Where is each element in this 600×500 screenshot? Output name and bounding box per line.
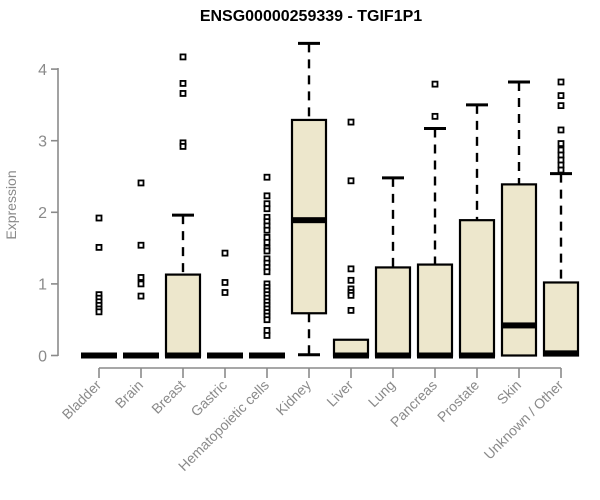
outlier-point — [557, 126, 565, 134]
outlier-point — [221, 289, 229, 296]
outlier-point — [263, 332, 271, 339]
y-tick-label: 0 — [38, 348, 47, 365]
median-line — [333, 352, 369, 359]
y-tick-label: 3 — [38, 133, 47, 150]
outlier-point — [557, 140, 565, 147]
boxplot-group-kidney — [290, 41, 328, 357]
outlier-point — [263, 192, 271, 200]
chart-title: ENSG00000259339 - TGIF1P1 — [199, 8, 423, 25]
outlier-point — [263, 238, 271, 246]
iqr-box — [164, 273, 202, 357]
outlier-point — [431, 80, 439, 88]
outlier-point — [347, 306, 355, 314]
median-line — [249, 352, 285, 359]
outlier-point — [137, 292, 145, 300]
x-tick-label-skin: Skin — [494, 377, 525, 408]
median-line — [291, 217, 327, 224]
boxplot-group-breast — [164, 53, 202, 359]
y-tick-label: 2 — [38, 205, 47, 222]
outlier-point — [95, 243, 103, 251]
outlier-point — [179, 90, 187, 97]
boxplot-group-brain — [123, 179, 159, 359]
outlier-point — [263, 226, 271, 234]
x-tick-label-lung: Lung — [365, 377, 398, 410]
boxplot-group-skin — [500, 80, 538, 357]
median-line — [165, 352, 201, 359]
x-tick-label-brain: Brain — [112, 377, 146, 411]
median-line — [501, 322, 537, 329]
outlier-point — [347, 177, 355, 185]
outlier-point — [347, 276, 355, 284]
outlier-point — [137, 241, 145, 249]
boxplot-group-liver — [332, 118, 370, 359]
iqr-box — [458, 219, 496, 357]
outlier-point — [263, 316, 271, 324]
iqr-box — [542, 281, 580, 357]
x-tick-label-pancreas: Pancreas — [387, 377, 440, 430]
x-tick-label-liver: Liver — [323, 377, 356, 410]
outlier-point — [263, 268, 271, 276]
outlier-point — [179, 53, 187, 61]
outlier-point — [263, 173, 271, 181]
boxplot-group-prostate — [458, 103, 496, 359]
median-line — [417, 352, 453, 359]
iqr-box — [374, 266, 412, 357]
outlier-point — [137, 179, 145, 187]
median-line — [123, 352, 159, 359]
median-line — [207, 352, 243, 359]
outlier-point — [95, 214, 103, 222]
boxplot-group-bladder — [81, 214, 117, 359]
y-tick-label: 4 — [38, 62, 47, 79]
outlier-point — [263, 247, 271, 255]
x-tick-label-kidney: Kidney — [273, 377, 315, 419]
y-axis: 0 1 2 3 4 Expression — [3, 62, 59, 365]
boxplot-group-pancreas — [416, 80, 454, 359]
outlier-point — [347, 265, 355, 273]
x-tick-label-bladder: Bladder — [59, 377, 105, 423]
outlier-point — [557, 166, 565, 174]
outlier-point — [347, 118, 355, 126]
outlier-point — [431, 112, 439, 120]
outlier-point — [95, 308, 103, 316]
boxplot-group-hematopoietic-cells — [249, 173, 285, 359]
median-line — [375, 352, 411, 359]
median-line — [459, 352, 495, 359]
outlier-point — [137, 274, 145, 281]
x-tick-label-unknown-other: Unknown / Other — [481, 377, 567, 463]
iqr-box — [500, 183, 538, 357]
outlier-point — [347, 291, 355, 299]
boxplot-group-unknown-other — [542, 78, 580, 357]
median-line — [81, 352, 117, 359]
x-tick-label-breast: Breast — [148, 377, 188, 417]
outlier-point — [263, 205, 271, 213]
y-tick-label: 1 — [38, 277, 47, 294]
outlier-point — [557, 78, 565, 86]
outlier-point — [179, 80, 187, 87]
x-tick-label-prostate: Prostate — [434, 377, 482, 425]
outlier-point — [137, 280, 145, 288]
outlier-point — [557, 102, 565, 110]
y-axis-title: Expression — [3, 170, 19, 239]
outlier-point — [221, 279, 229, 286]
outlier-point — [557, 92, 565, 99]
outlier-point — [179, 143, 187, 150]
median-line — [543, 350, 579, 357]
iqr-box — [290, 118, 328, 315]
boxplot-group-gastric — [207, 249, 243, 359]
iqr-box — [416, 263, 454, 357]
outlier-point — [221, 249, 229, 257]
boxplot-group-lung — [374, 176, 412, 359]
